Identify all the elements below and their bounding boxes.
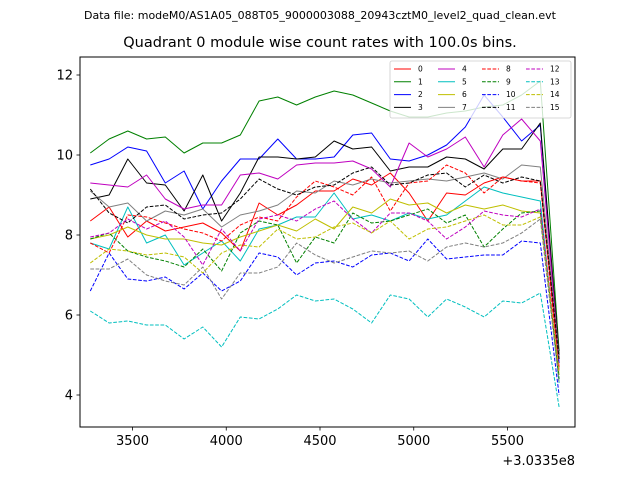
series-3-line	[90, 122, 560, 356]
legend-box	[389, 60, 572, 119]
series-5-line	[90, 186, 560, 384]
legend-label-9: 9	[506, 77, 511, 86]
legend-label-6: 6	[462, 90, 467, 99]
x-tick-label: 3500	[116, 434, 149, 449]
y-tick-label: 6	[65, 309, 73, 324]
series-1-line	[90, 80, 560, 352]
x-tick-label: 5500	[491, 434, 524, 449]
legend-label-1: 1	[418, 77, 423, 86]
x-tick-label: 4000	[210, 434, 243, 449]
legend-label-5: 5	[462, 77, 467, 86]
chart-title: Quadrant 0 module wise count rates with …	[123, 35, 517, 51]
legend-label-7: 7	[462, 103, 467, 112]
series-12-line	[90, 200, 560, 372]
y-tick-label: 4	[65, 389, 73, 404]
legend-label-15: 15	[550, 103, 560, 112]
x-offset-label: +3.0335e8	[502, 454, 575, 469]
series-0-line	[90, 172, 560, 368]
legend-label-10: 10	[506, 90, 516, 99]
x-tick-label: 5000	[397, 434, 430, 449]
legend-label-4: 4	[462, 65, 467, 74]
legend-label-11: 11	[506, 103, 516, 112]
series-4-line	[90, 118, 560, 360]
y-tick-label: 12	[56, 69, 73, 84]
series-15-line	[90, 218, 560, 384]
legend-label-12: 12	[550, 65, 560, 74]
legend-label-2: 2	[418, 90, 423, 99]
series-7-line	[89, 164, 560, 360]
series-13-line	[90, 292, 560, 408]
legend-label-0: 0	[418, 65, 423, 74]
plot-frame	[79, 56, 576, 428]
y-tick-label: 10	[56, 149, 73, 164]
legend-label-3: 3	[418, 103, 423, 112]
data-file-header: Data file: modeM0/AS1A05_088T05_90000030…	[84, 9, 556, 22]
series-6-line	[90, 198, 560, 376]
legend-label-13: 13	[550, 77, 560, 86]
x-tick-label: 4500	[303, 434, 336, 449]
series-8-line	[90, 164, 560, 372]
series-11-line	[89, 166, 560, 360]
legend-label-14: 14	[550, 90, 560, 99]
y-tick-label: 8	[65, 229, 73, 244]
series-10-line	[89, 238, 560, 396]
legend-label-8: 8	[506, 65, 511, 74]
series-14-line	[90, 214, 560, 372]
series-9-line	[90, 208, 560, 380]
